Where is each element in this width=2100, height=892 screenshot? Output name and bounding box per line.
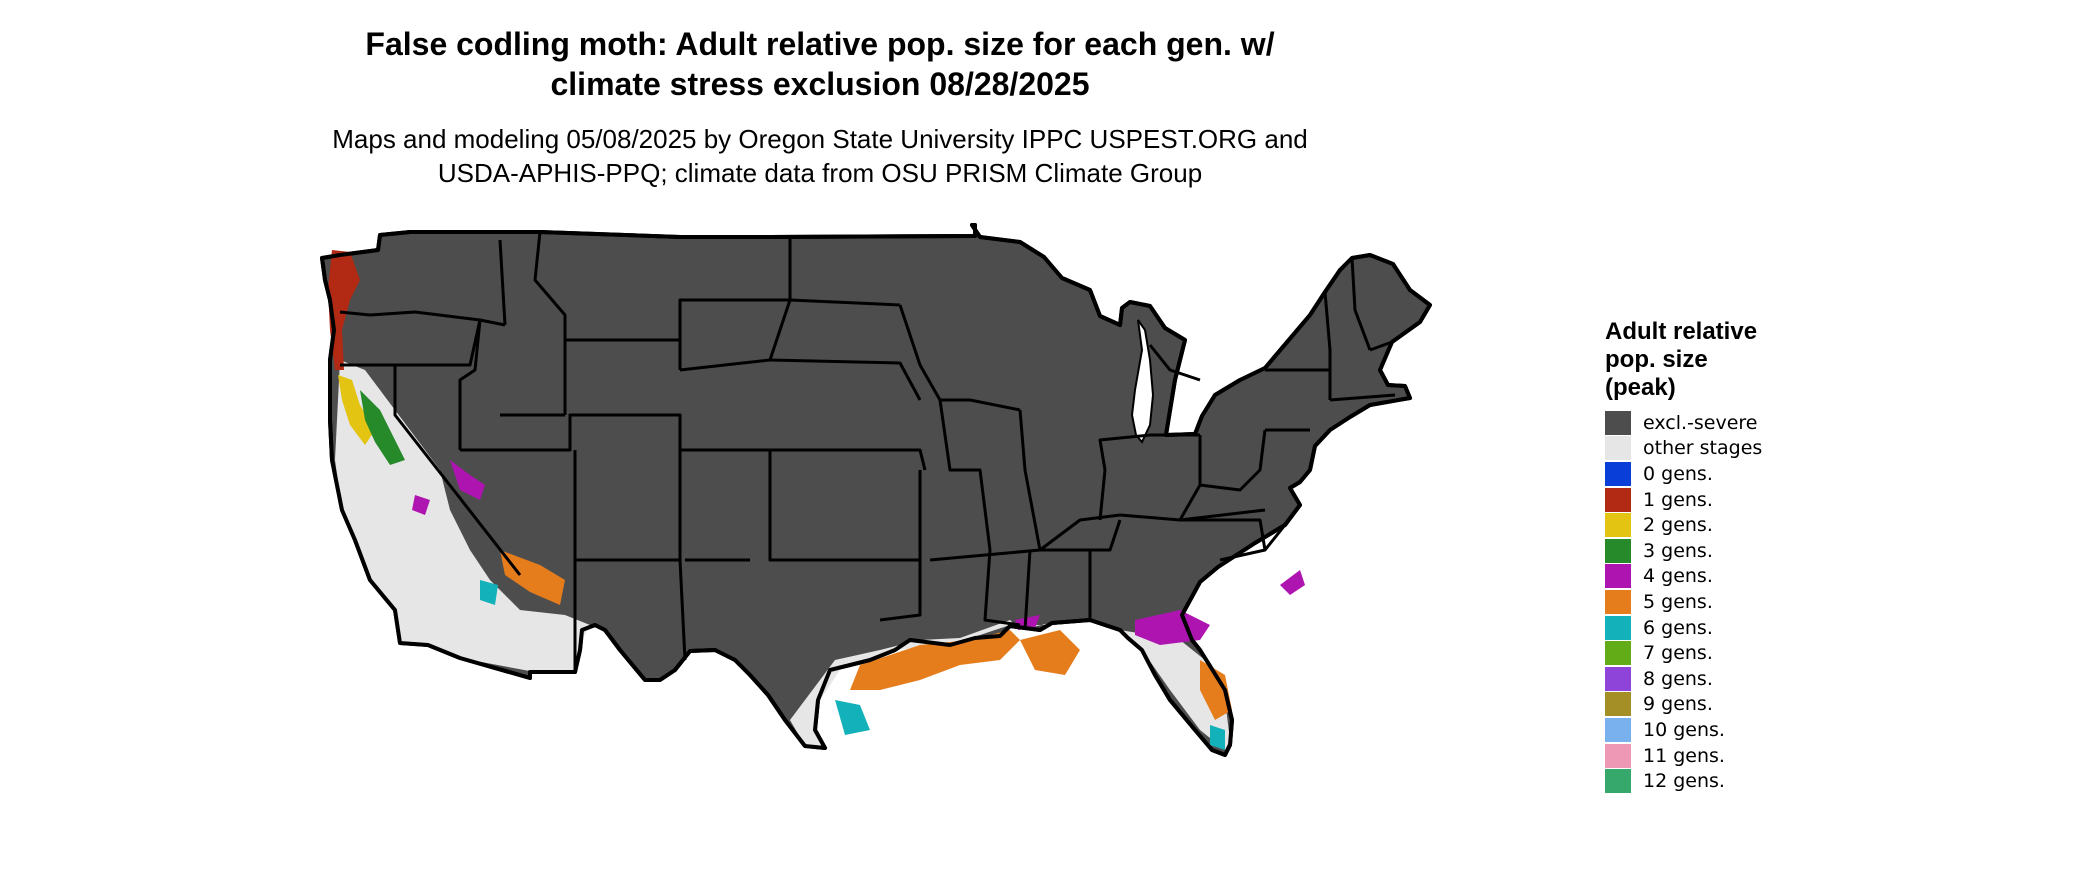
legend-item: 6 gens.: [1605, 615, 1865, 641]
title-line-2: climate stress exclusion 08/28/2025: [550, 66, 1090, 102]
map-title: False codling moth: Adult relative pop. …: [0, 24, 1640, 104]
legend-swatch: [1605, 615, 1631, 640]
legend-label: 1 gens.: [1643, 488, 1713, 511]
legend-swatch: [1605, 564, 1631, 589]
legend-swatch: [1605, 513, 1631, 538]
generation-patches: [328, 250, 1305, 750]
legend-item: 2 gens.: [1605, 512, 1865, 538]
legend-swatch: [1605, 410, 1631, 435]
legend-item: 11 gens.: [1605, 743, 1865, 769]
subtitle-line-1: Maps and modeling 05/08/2025 by Oregon S…: [332, 124, 1308, 154]
other-stages-regions: [335, 360, 1230, 750]
legend-label: 11 gens.: [1643, 744, 1725, 767]
legend-item: 10 gens.: [1605, 717, 1865, 743]
legend-swatch: [1605, 769, 1631, 794]
legend-swatch: [1605, 666, 1631, 691]
legend-item: 12 gens.: [1605, 768, 1865, 794]
legend-label: excl.-severe: [1643, 411, 1758, 434]
legend: Adult relative pop. size (peak) excl.-se…: [1605, 318, 1865, 794]
legend-title: Adult relative pop. size (peak): [1605, 318, 1865, 402]
legend-item: 3 gens.: [1605, 538, 1865, 564]
legend-swatch: [1605, 436, 1631, 461]
legend-item: 0 gens.: [1605, 461, 1865, 487]
title-line-1: False codling moth: Adult relative pop. …: [365, 26, 1275, 62]
legend-item: excl.-severe: [1605, 410, 1865, 436]
legend-item: 4 gens.: [1605, 564, 1865, 590]
conus-outline-stroke: [320, 223, 1432, 757]
lake-michigan: [1130, 319, 1155, 444]
legend-swatch: [1605, 717, 1631, 742]
legend-swatch: [1605, 461, 1631, 486]
state-boundaries: [339, 231, 1396, 670]
legend-label: 4 gens.: [1643, 565, 1713, 588]
legend-item: other stages: [1605, 436, 1865, 462]
legend-swatch: [1605, 641, 1631, 666]
legend-label: 0 gens.: [1643, 462, 1713, 485]
legend-swatch: [1605, 538, 1631, 563]
us-map: [320, 220, 1580, 892]
us-map-svg: [320, 223, 1432, 757]
map-subtitle: Maps and modeling 05/08/2025 by Oregon S…: [0, 122, 1640, 190]
legend-title-line-2: pop. size: [1605, 346, 1708, 373]
legend-label: 9 gens.: [1643, 693, 1713, 716]
legend-swatch: [1605, 589, 1631, 614]
legend-item: 7 gens.: [1605, 640, 1865, 666]
subtitle-line-2: USDA-APHIS-PPQ; climate data from OSU PR…: [437, 158, 1203, 188]
legend-label: 8 gens.: [1643, 667, 1713, 690]
legend-item: 1 gens.: [1605, 487, 1865, 513]
legend-label: 5 gens.: [1643, 590, 1713, 613]
legend-label: 3 gens.: [1643, 539, 1713, 562]
legend-items: excl.-severe other stages 0 gens. 1 gens…: [1605, 410, 1865, 794]
legend-swatch: [1605, 692, 1631, 717]
legend-title-line-3: (peak): [1605, 374, 1676, 401]
legend-label: 12 gens.: [1643, 770, 1725, 793]
legend-label: other stages: [1643, 437, 1763, 460]
legend-label: 2 gens.: [1643, 514, 1713, 537]
legend-swatch: [1605, 743, 1631, 768]
legend-item: 8 gens.: [1605, 666, 1865, 692]
legend-label: 6 gens.: [1643, 616, 1713, 639]
legend-title-line-1: Adult relative: [1605, 318, 1758, 345]
legend-item: 9 gens.: [1605, 692, 1865, 718]
legend-label: 10 gens.: [1643, 718, 1725, 741]
legend-item: 5 gens.: [1605, 589, 1865, 615]
legend-label: 7 gens.: [1643, 642, 1713, 665]
legend-swatch: [1605, 487, 1631, 512]
